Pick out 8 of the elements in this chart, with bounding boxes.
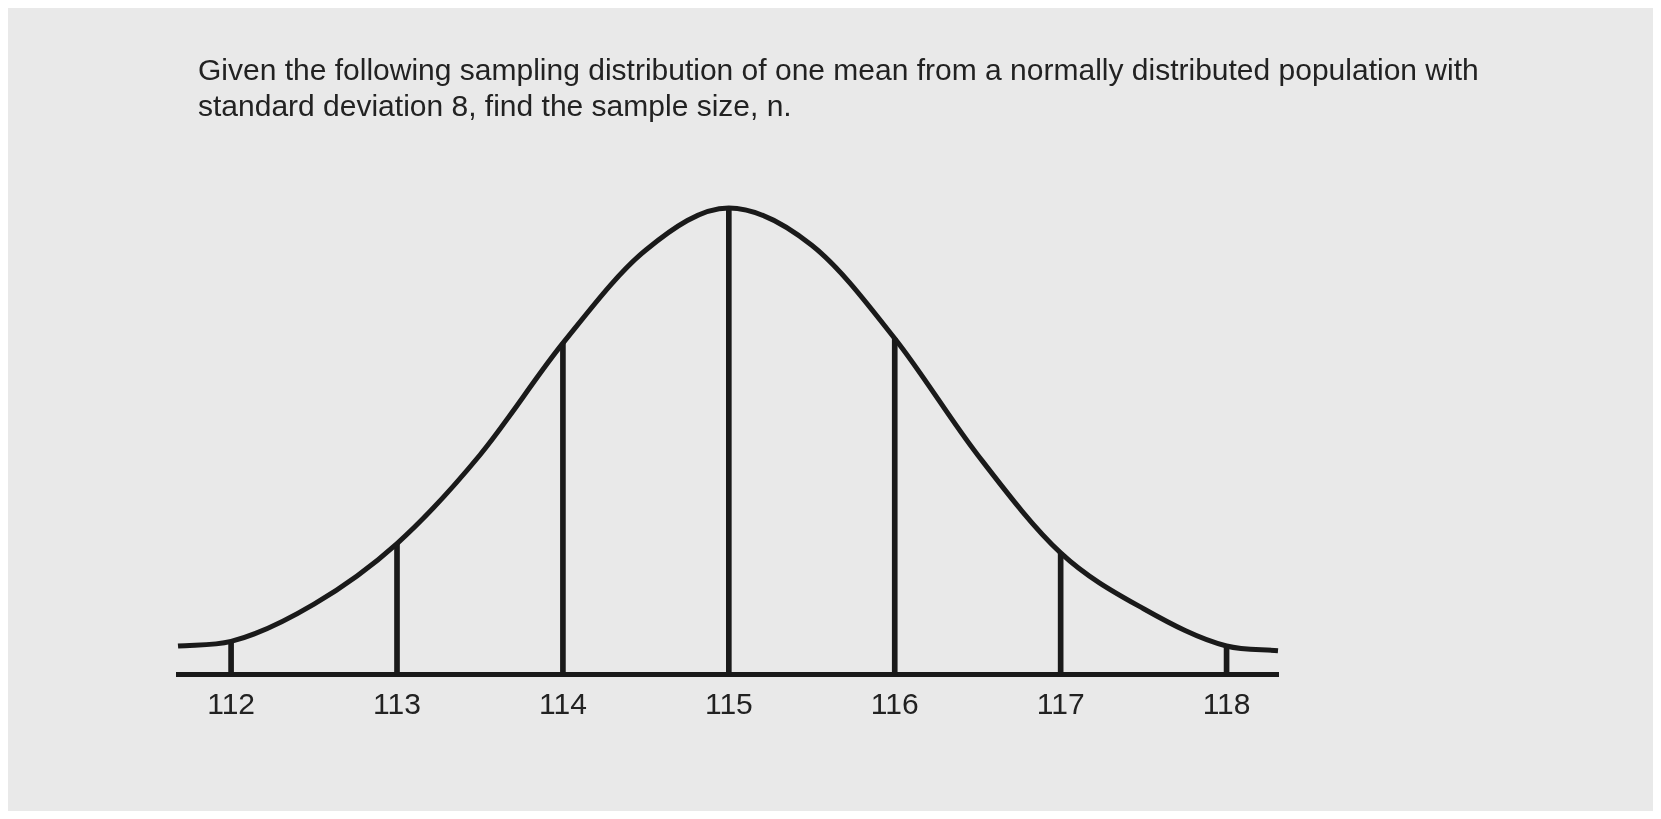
x-tick-label: 118	[1202, 687, 1251, 721]
x-tick-label: 115	[704, 687, 753, 721]
x-tick-label: 117	[1036, 687, 1085, 721]
chart-title: Given the following sampling distribution of one mean from a normally distributed population with standard deviation 8, find the sample size, n.	[198, 52, 1480, 124]
x-tick-label: 112	[207, 687, 256, 721]
x-tick-label: 116	[870, 687, 919, 721]
x-tick-label: 114	[539, 687, 587, 721]
x-tick-label: 113	[373, 687, 421, 721]
